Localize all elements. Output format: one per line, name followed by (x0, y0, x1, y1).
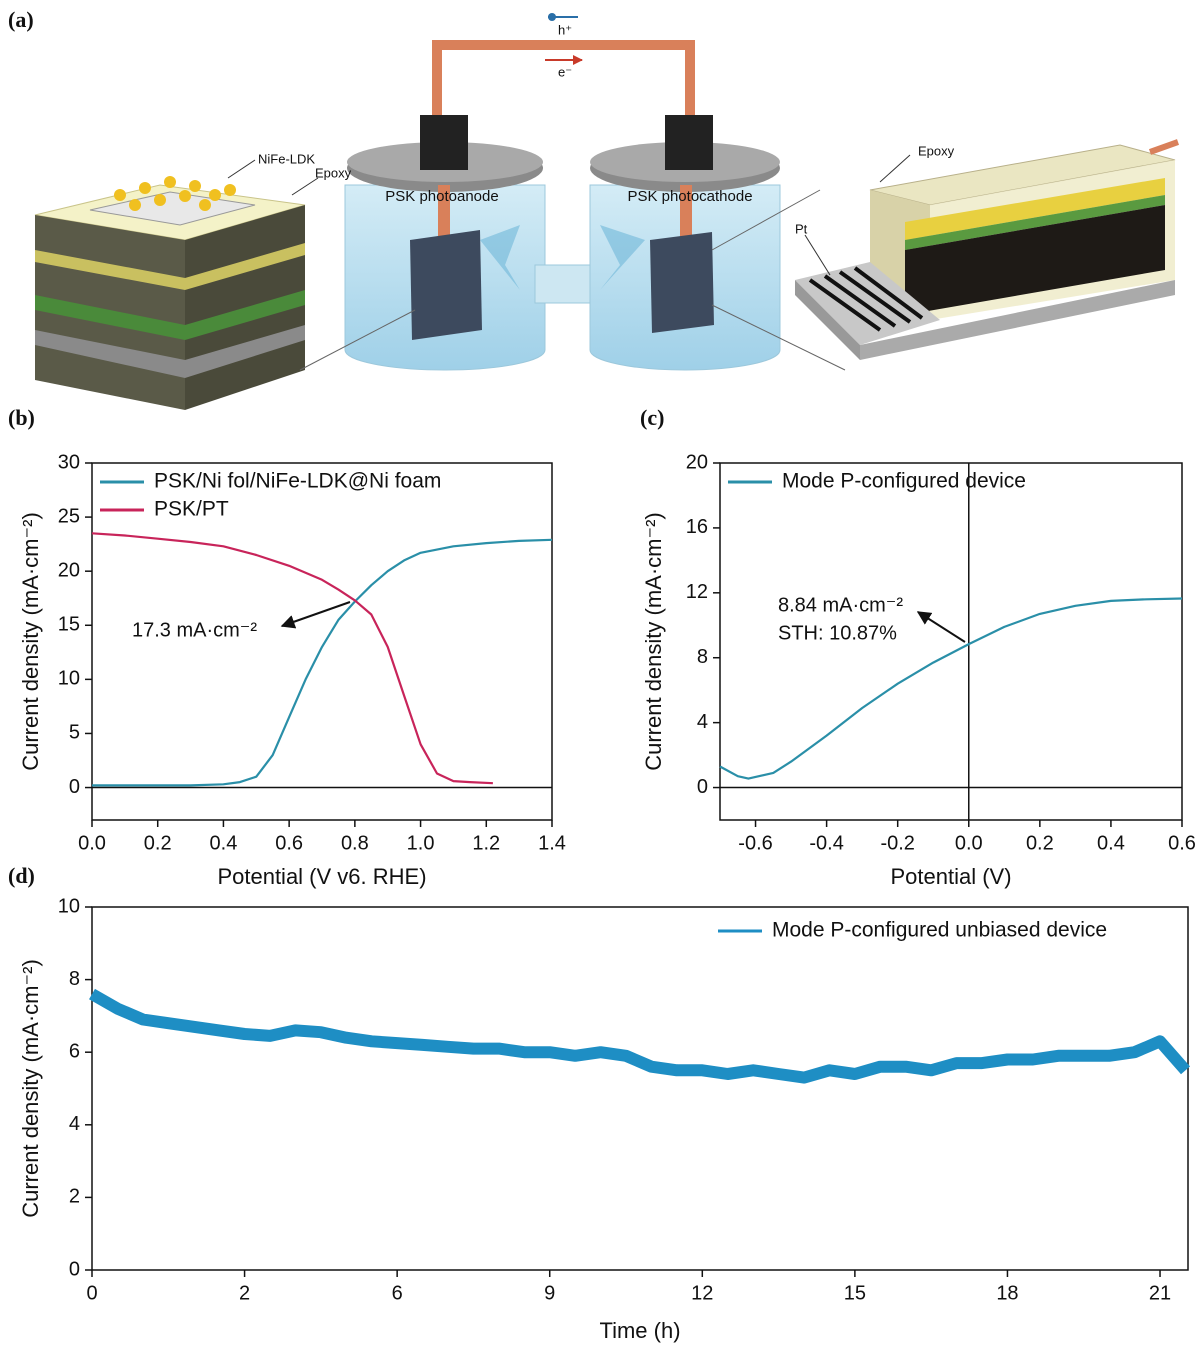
panel-label: (d) (8, 863, 35, 888)
h-plus: h⁺ (558, 22, 572, 37)
x-axis-label: Time (h) (599, 1318, 680, 1343)
x-tick-label: 1.4 (538, 832, 566, 854)
x-tick-label: 1.2 (472, 832, 500, 854)
y-tick-label: 25 (58, 505, 80, 527)
y-tick-label: 6 (69, 1040, 80, 1062)
x-tick-label: 6 (392, 1282, 403, 1304)
x-tick-label: 21 (1149, 1282, 1171, 1304)
y-tick-label: 8 (697, 646, 708, 668)
data-line (92, 994, 1186, 1078)
x-tick-label: 12 (691, 1282, 713, 1304)
x-tick-label: 0.2 (1026, 832, 1054, 854)
holder (665, 115, 713, 170)
data-line (92, 540, 552, 786)
annotation: 8.84 mA·cm⁻² (778, 594, 903, 616)
legend-label: PSK/Ni fol/NiFe-LDK@Ni foam (154, 470, 441, 493)
panel-label: (a) (8, 7, 34, 32)
y-tick-label: 0 (69, 1258, 80, 1280)
y-tick-label: 15 (58, 614, 80, 636)
panel-label: (c) (640, 405, 664, 430)
x-tick-label: 0.8 (341, 832, 369, 854)
annotation: 17.3 mA·cm⁻² (132, 619, 257, 641)
x-tick-label: -0.6 (738, 832, 772, 854)
legend-label: PSK/PT (154, 498, 229, 521)
annotation: STH: 10.87% (778, 622, 897, 644)
anode-label: PSK photoanode (385, 188, 498, 205)
x-tick-label: 0.6 (275, 832, 303, 854)
x-tick-label: 18 (996, 1282, 1018, 1304)
x-tick-label: 1.0 (407, 832, 435, 854)
schematic: (a) h⁺ e⁻ PSK photoanode PSK photocathod… (8, 7, 1178, 410)
x-tick-label: 0 (86, 1282, 97, 1304)
data-line (92, 533, 493, 783)
photoanode (410, 230, 482, 340)
e-minus: e⁻ (558, 64, 572, 79)
y-axis-label: Current density (mA·cm⁻²) (641, 512, 666, 771)
cathode-label: PSK photocathode (627, 188, 752, 205)
legend-label: Mode P-configured device (782, 470, 1026, 493)
device-label: Epoxy (918, 143, 955, 158)
device-label: Pt (795, 221, 808, 236)
y-tick-label: 10 (58, 668, 80, 690)
y-tick-label: 30 (58, 451, 80, 473)
stack-label: Epoxy (315, 165, 352, 180)
cathode-device (795, 142, 1178, 360)
x-tick-label: 0.4 (210, 832, 238, 854)
annotation-arrow (282, 602, 350, 626)
x-tick-label: 0.0 (955, 832, 983, 854)
holder (420, 115, 468, 170)
x-tick-label: -0.2 (880, 832, 914, 854)
x-tick-label: 2 (239, 1282, 250, 1304)
x-axis-label: Potential (V) (890, 864, 1011, 889)
wire (437, 45, 690, 130)
y-tick-label: 8 (69, 968, 80, 990)
x-tick-label: -0.4 (809, 832, 843, 854)
x-tick-label: 15 (844, 1282, 866, 1304)
y-axis-label: Current density (mA·cm⁻²) (18, 959, 43, 1218)
y-tick-label: 20 (686, 451, 708, 473)
y-tick-label: 20 (58, 559, 80, 581)
y-tick-label: 2 (69, 1186, 80, 1208)
x-tick-label: 0.6 (1168, 832, 1196, 854)
panel-label: (b) (8, 405, 35, 430)
x-tick-label: 0.4 (1097, 832, 1125, 854)
y-axis-label: Current density (mA·cm⁻²) (18, 512, 43, 771)
y-tick-label: 16 (686, 516, 708, 538)
y-tick-label: 0 (697, 776, 708, 798)
anode-stack (35, 160, 318, 410)
y-tick-label: 0 (69, 776, 80, 798)
photocathode (650, 232, 714, 333)
x-tick-label: 0.0 (78, 832, 106, 854)
x-tick-label: 9 (544, 1282, 555, 1304)
y-tick-label: 12 (686, 581, 708, 603)
y-tick-label: 4 (69, 1113, 80, 1135)
legend-label: Mode P-configured unbiased device (772, 919, 1107, 942)
y-tick-label: 5 (69, 722, 80, 744)
y-tick-label: 10 (58, 895, 80, 917)
stack-label: NiFe-LDK (258, 151, 315, 166)
x-axis-label: Potential (V v6. RHE) (217, 864, 426, 889)
x-tick-label: 0.2 (144, 832, 172, 854)
plot-frame (92, 907, 1188, 1270)
annotation-arrow (918, 612, 965, 642)
y-tick-label: 4 (697, 711, 708, 733)
figure: (a) h⁺ e⁻ PSK photoanode PSK photocathod… (0, 0, 1201, 1344)
